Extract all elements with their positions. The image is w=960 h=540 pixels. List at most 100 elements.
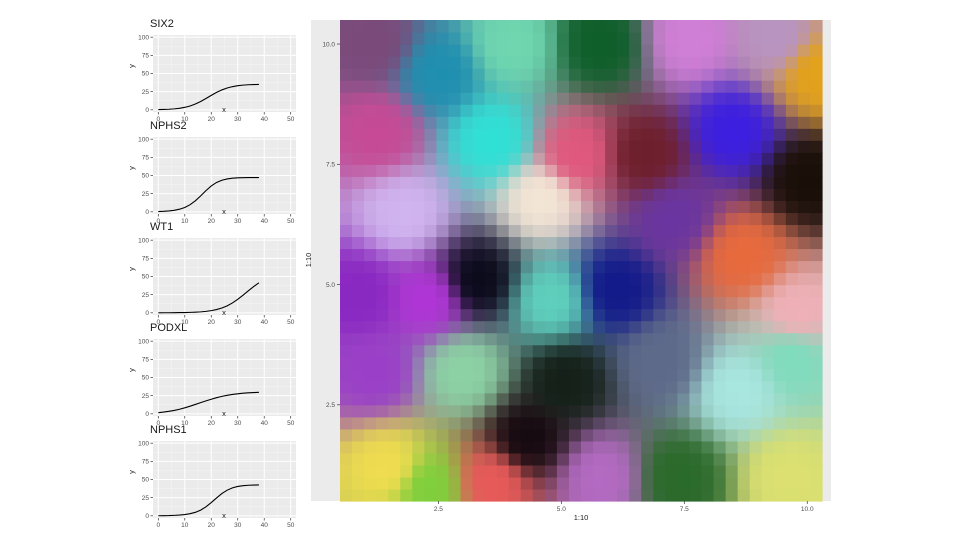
heatmap-cell (689, 428, 703, 442)
heatmap-cell (737, 452, 751, 466)
heatmap-cell (749, 56, 763, 69)
heatmap-cell (689, 392, 703, 406)
heatmap-cell (388, 248, 401, 262)
heatmap-cell (340, 128, 353, 141)
heatmap-y-tick-label: 2.5 (326, 402, 335, 409)
heatmap-cell (364, 248, 377, 262)
heatmap-cell (749, 464, 763, 478)
heatmap-cell (581, 236, 594, 250)
heatmap-cell (605, 128, 618, 141)
heatmap-cell (689, 404, 703, 418)
heatmap-cell (568, 296, 582, 310)
heatmap-cell (436, 356, 450, 370)
heatmap-cell (520, 212, 534, 226)
heatmap-cell (376, 56, 389, 69)
heatmap-cell (677, 392, 691, 406)
heatmap-cell (364, 68, 377, 81)
heatmap-cell (544, 260, 558, 274)
heatmap-cell (737, 32, 751, 45)
y-tick-label: 0 (145, 310, 149, 317)
heatmap-cell (556, 272, 570, 286)
heatmap-cell (556, 380, 570, 394)
heatmap-cell (725, 44, 739, 57)
heatmap-cell (737, 392, 751, 406)
heatmap-cell (653, 236, 666, 250)
x-tick-label: 30 (234, 420, 242, 427)
heatmap-cell (508, 296, 522, 310)
heatmap-cell (484, 212, 498, 226)
heatmap-cell (725, 296, 739, 310)
heatmap-cell (629, 296, 642, 310)
heatmap-cell (689, 308, 703, 322)
heatmap-cell (376, 92, 389, 105)
heatmap-cell (593, 68, 606, 81)
heatmap-cell (424, 392, 437, 406)
heatmap-cell (773, 80, 787, 93)
heatmap-cell (484, 260, 498, 274)
heatmap-cell (460, 488, 474, 502)
heatmap-cell (809, 236, 823, 250)
heatmap-cell (532, 224, 546, 238)
heatmap-cell (677, 416, 691, 430)
heatmap-cell (436, 344, 450, 358)
heatmap-cell (629, 284, 642, 298)
heatmap-cell (809, 428, 823, 442)
heatmap-cell (797, 200, 811, 214)
heatmap-cell (653, 140, 666, 153)
x-tick-label: 20 (208, 116, 216, 123)
heatmap-cell (532, 20, 546, 33)
heatmap-cell (544, 332, 558, 346)
heatmap-cell (364, 380, 377, 394)
heatmap-cell (749, 416, 763, 430)
heatmap-cell (617, 488, 630, 502)
heatmap-cell (484, 224, 498, 238)
heatmap-cell (424, 260, 437, 274)
heatmap-cell (629, 332, 642, 346)
heatmap-cell (641, 356, 654, 370)
heatmap-cell (677, 116, 691, 129)
heatmap-cell (400, 380, 413, 394)
heatmap-cell (484, 452, 498, 466)
heatmap-cell (797, 380, 811, 394)
heatmap-cell (737, 56, 751, 69)
heatmap-cell (725, 320, 739, 334)
heatmap-cell (797, 284, 811, 298)
heatmap-cell (472, 488, 486, 502)
heatmap-cell (797, 428, 811, 442)
heatmap-cell (797, 248, 811, 262)
heatmap-cell (725, 56, 739, 69)
heatmap-cell (629, 140, 642, 153)
heatmap-cell (448, 272, 462, 286)
heatmap-cell (352, 212, 365, 226)
x-tick-label: 50 (287, 522, 295, 529)
heatmap-cell (532, 464, 546, 478)
x-tick-label: 40 (261, 420, 269, 427)
heatmap-cell (364, 368, 377, 382)
heatmap-cell (629, 44, 642, 57)
heatmap-cell (701, 176, 715, 189)
heatmap-cell (797, 296, 811, 310)
heatmap-cell (761, 452, 775, 466)
heatmap-cell (520, 272, 534, 286)
heatmap-cell (376, 248, 389, 262)
heatmap-cell (605, 404, 618, 418)
heatmap-cell (556, 440, 570, 454)
heatmap-cell (556, 344, 570, 358)
heatmap-cell (761, 440, 775, 454)
heatmap-cell (641, 488, 654, 502)
heatmap-cell (797, 176, 811, 189)
heatmap-cell (641, 20, 654, 33)
heatmap-cell (593, 428, 606, 442)
heatmap-cell (400, 140, 413, 153)
heatmap-x-tick-label: 2.5 (434, 506, 443, 513)
heatmap-cell (436, 92, 450, 105)
heatmap-cell (412, 32, 425, 45)
heatmap-cell (773, 308, 787, 322)
heatmap-cell (797, 320, 811, 334)
heatmap-cell (544, 284, 558, 298)
heatmap-cell (749, 428, 763, 442)
heatmap-cell (532, 56, 546, 69)
heatmap-cell (713, 128, 727, 141)
heatmap-cell (785, 32, 799, 45)
heatmap-cell (424, 164, 437, 177)
